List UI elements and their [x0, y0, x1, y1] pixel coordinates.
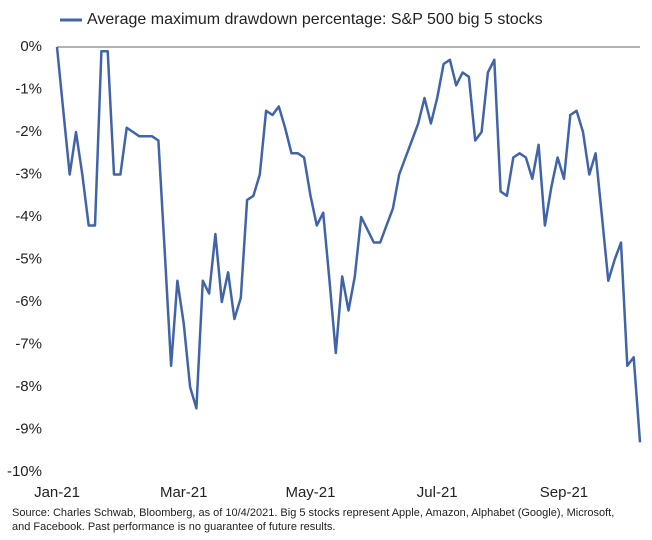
y-tick-label: -6% [15, 293, 42, 310]
line [55, 46, 642, 443]
y-tick-label: -4% [15, 208, 42, 225]
y-tick-label: 0% [20, 38, 42, 55]
x-tick-label: Sep-21 [540, 484, 588, 501]
chart: 0% -1% -2% -3% -4% -5% -6% -7% -8% -9% -10% Jan-21 M… [7, 11, 642, 501]
legend-label: Average maximum drawdown percentage: S&P… [87, 11, 543, 28]
y-tick-label: -8% [15, 378, 42, 395]
y-tick-label: -1% [15, 80, 42, 97]
x-tick-label: Jan-21 [34, 484, 80, 501]
y-tick-label: -9% [15, 420, 42, 437]
x-tick-label: Jul-21 [417, 484, 458, 501]
y-tick-label: -2% [15, 123, 42, 140]
y-tick-label: -10% [7, 463, 42, 480]
y-tick-label: -3% [15, 165, 42, 182]
source-note: Source: Charles Schwab, Bloomberg, as of… [12, 507, 615, 533]
y-tick-label: -7% [15, 335, 42, 352]
y-tick-label: -5% [15, 250, 42, 267]
x-tick-label: Mar-21 [160, 484, 208, 501]
x-tick-label: May-21 [285, 484, 335, 501]
